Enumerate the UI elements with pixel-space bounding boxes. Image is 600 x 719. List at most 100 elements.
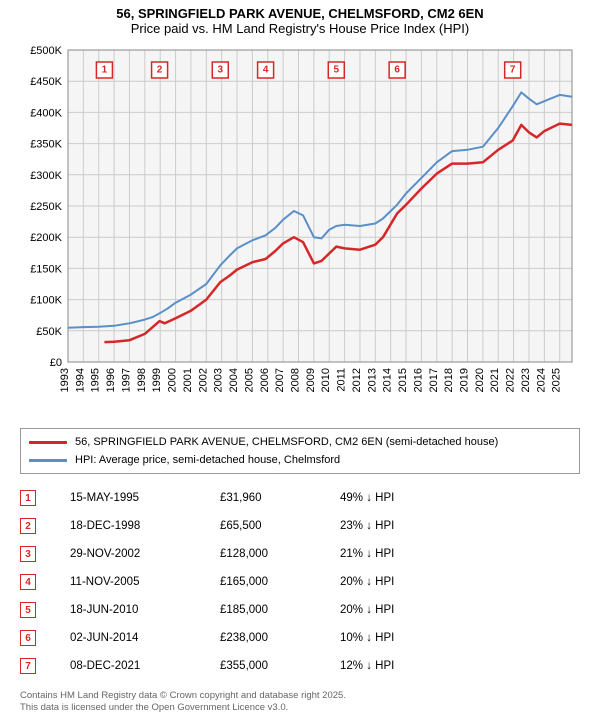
footnote-line2: This data is licensed under the Open Gov… <box>20 702 580 714</box>
chart: £0 £50K £100K £150K £200K £250K £300K £350K £400… <box>20 42 580 422</box>
transaction-row: 602-JUN-2014£238,00010% ↓ HPI <box>20 624 580 652</box>
y-tick-label: £300K <box>30 170 62 182</box>
transaction-price: £31,960 <box>220 492 340 504</box>
transaction-date: 11-NOV-2005 <box>70 576 220 588</box>
transaction-row: 4 11-NOV-2005£165,00020% ↓ HPI <box>20 568 580 596</box>
transaction-number: 3 <box>20 546 36 562</box>
title-address: 56, SPRINGFIELD PARK AVENUE, CHELMSFORD,… <box>10 6 590 21</box>
x-tick-label: 2023 <box>520 368 532 392</box>
transaction-row: 3 29-NOV-2002£128,00021% ↓ HPI <box>20 540 580 568</box>
transaction-diff: 23% ↓ HPI <box>340 520 460 532</box>
legend-label-hpi: HPI: Average price, semi-detached house,… <box>75 454 340 466</box>
x-tick-label: 1994 <box>74 368 86 392</box>
x-tick-label: 2016 <box>412 368 424 392</box>
x-tick-label: 1998 <box>136 368 148 392</box>
x-tick-label: 2022 <box>505 368 517 392</box>
x-tick-label: 2020 <box>474 368 486 392</box>
chart-svg: £0 £50K £100K £150K £200K £250K £300K £350K £400… <box>20 42 580 422</box>
transaction-date: 15-MAY-1995 <box>70 492 220 504</box>
transaction-date: 02-JUN-2014 <box>70 632 220 644</box>
y-tick-label: £350K <box>30 139 62 151</box>
x-tick-label: 2014 <box>382 368 394 392</box>
x-tick-label: 1993 <box>59 368 71 392</box>
transaction-diff: 20% ↓ HPI <box>340 576 460 588</box>
transaction-row: 1 15-MAY-1995£31,96049% ↓ HPI <box>20 484 580 512</box>
y-tick-label: £250K <box>30 201 62 213</box>
transaction-number: 1 <box>20 490 36 506</box>
footnote: Contains HM Land Registry data © Crown c… <box>20 690 580 715</box>
x-tick-label: 2008 <box>289 368 301 392</box>
x-tick-label: 2009 <box>305 368 317 392</box>
page: 56, SPRINGFIELD PARK AVENUE, CHELMSFORD,… <box>0 0 600 719</box>
x-tick-label: 2012 <box>351 368 363 392</box>
transaction-row: 7 08-DEC-2021£355,00012% ↓ HPI <box>20 652 580 680</box>
transaction-price: £128,000 <box>220 548 340 560</box>
transaction-number: 6 <box>20 630 36 646</box>
x-tick-label: 2017 <box>428 368 440 392</box>
x-tick-label: 2006 <box>259 368 271 392</box>
x-tick-label: 2002 <box>197 368 209 392</box>
transaction-diff: 12% ↓ HPI <box>340 660 460 672</box>
marker-number: 6 <box>394 65 400 76</box>
transaction-diff: 20% ↓ HPI <box>340 604 460 616</box>
transaction-price: £355,000 <box>220 660 340 672</box>
x-tick-label: 2018 <box>443 368 455 392</box>
x-tick-label: 2025 <box>551 368 563 392</box>
legend: 56, SPRINGFIELD PARK AVENUE, CHELMSFORD,… <box>20 428 580 474</box>
transaction-price: £185,000 <box>220 604 340 616</box>
marker-number: 2 <box>157 65 163 76</box>
transaction-price: £165,000 <box>220 576 340 588</box>
transaction-diff: 21% ↓ HPI <box>340 548 460 560</box>
x-tick-label: 2007 <box>274 368 286 392</box>
x-tick-label: 2013 <box>366 368 378 392</box>
y-tick-label: £150K <box>30 263 62 275</box>
transaction-number: 5 <box>20 602 36 618</box>
transaction-date: 29-NOV-2002 <box>70 548 220 560</box>
marker-number: 4 <box>263 65 269 76</box>
x-tick-label: 2000 <box>167 368 179 392</box>
transaction-price: £65,500 <box>220 520 340 532</box>
x-tick-label: 1996 <box>105 368 117 392</box>
marker-number: 7 <box>510 65 516 76</box>
legend-row-hpi: HPI: Average price, semi-detached house,… <box>29 451 571 469</box>
legend-swatch-hpi <box>29 459 67 462</box>
x-tick-label: 1995 <box>90 368 102 392</box>
x-tick-label: 2001 <box>182 368 194 392</box>
y-tick-label: £100K <box>30 295 62 307</box>
y-tick-label: £400K <box>30 107 62 119</box>
x-tick-label: 2005 <box>243 368 255 392</box>
y-tick-label: £200K <box>30 232 62 244</box>
transaction-number: 4 <box>20 574 36 590</box>
transaction-date: 08-DEC-2021 <box>70 660 220 672</box>
title-subtitle: Price paid vs. HM Land Registry's House … <box>10 21 590 36</box>
marker-number: 1 <box>102 65 108 76</box>
footnote-line1: Contains HM Land Registry data © Crown c… <box>20 690 580 702</box>
x-tick-label: 2024 <box>535 368 547 392</box>
x-tick-label: 2010 <box>320 368 332 392</box>
transaction-row: 2 18-DEC-1998£65,50023% ↓ HPI <box>20 512 580 540</box>
transaction-date: 18-JUN-2010 <box>70 604 220 616</box>
transaction-row: 5 18-JUN-2010£185,00020% ↓ HPI <box>20 596 580 624</box>
x-tick-label: 2019 <box>459 368 471 392</box>
y-tick-label: £50K <box>36 326 62 338</box>
x-tick-label: 2003 <box>213 368 225 392</box>
legend-label-price: 56, SPRINGFIELD PARK AVENUE, CHELMSFORD,… <box>75 436 498 448</box>
transaction-number: 2 <box>20 518 36 534</box>
transaction-price: £238,000 <box>220 632 340 644</box>
x-tick-label: 2011 <box>336 368 348 392</box>
x-tick-label: 2004 <box>228 368 240 392</box>
x-tick-label: 1997 <box>120 368 132 392</box>
y-tick-label: £0 <box>50 357 62 369</box>
legend-swatch-price <box>29 441 67 444</box>
x-tick-label: 2021 <box>489 368 501 392</box>
marker-number: 3 <box>217 65 223 76</box>
x-tick-label: 2015 <box>397 368 409 392</box>
transaction-number: 7 <box>20 658 36 674</box>
x-tick-label: 1999 <box>151 368 163 392</box>
legend-row-price: 56, SPRINGFIELD PARK AVENUE, CHELMSFORD,… <box>29 433 571 451</box>
title-block: 56, SPRINGFIELD PARK AVENUE, CHELMSFORD,… <box>10 6 590 36</box>
transactions-table: 1 15-MAY-1995£31,96049% ↓ HPI 2 18-DEC-1998… <box>20 484 580 680</box>
transaction-date: 18-DEC-1998 <box>70 520 220 532</box>
transaction-diff: 49% ↓ HPI <box>340 492 460 504</box>
y-tick-label: £450K <box>30 76 62 88</box>
